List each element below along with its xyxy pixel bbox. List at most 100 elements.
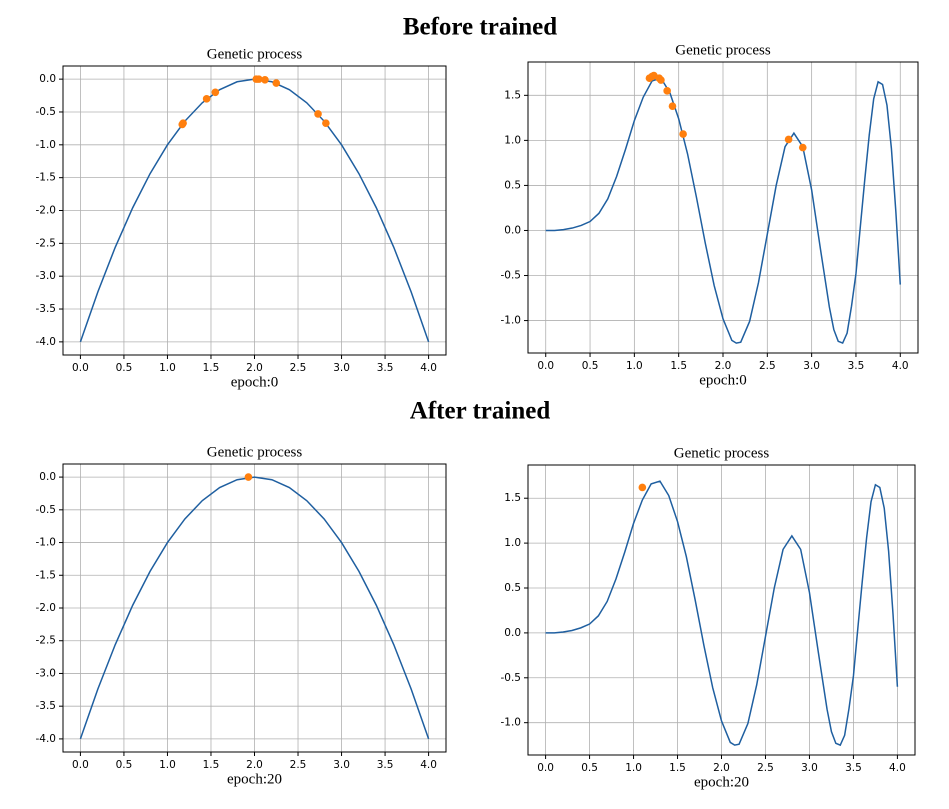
section-heading: After trained	[410, 398, 551, 425]
y-tick-label: -4.0	[36, 733, 57, 745]
y-tick-label: -1.0	[501, 315, 522, 327]
x-tick-label: 3.0	[333, 759, 350, 771]
x-tick-label: 2.5	[759, 360, 776, 372]
point	[255, 75, 263, 83]
x-tick-label: 4.0	[889, 762, 906, 774]
x-tick-label: 0.5	[582, 360, 599, 372]
x-tick-label: 4.0	[420, 759, 437, 771]
y-tick-label: -2.0	[36, 602, 57, 614]
x-tick-label: 3.5	[377, 759, 394, 771]
x-tick-label: 3.5	[377, 362, 394, 374]
x-tick-label: 2.0	[246, 362, 263, 374]
curve	[545, 480, 899, 747]
x-tick-label: 1.0	[159, 759, 176, 771]
y-tick-label: 0.0	[39, 471, 56, 483]
x-tick-label: 2.5	[290, 362, 307, 374]
y-tick-label: -2.0	[36, 205, 57, 217]
x-tick-label: 2.0	[715, 360, 732, 372]
y-tick-label: 1.0	[504, 537, 521, 549]
y-tick-label: -3.0	[36, 270, 57, 282]
x-tick-label: 1.5	[669, 762, 686, 774]
x-tick-label: 3.5	[848, 360, 865, 372]
axes-frame	[62, 463, 447, 753]
point	[314, 110, 322, 118]
x-tick-label: 3.0	[803, 360, 820, 372]
x-tick-label: 1.5	[203, 362, 220, 374]
x-tick-label: 3.0	[333, 362, 350, 374]
point	[663, 87, 671, 95]
y-tick-label: -0.5	[501, 672, 522, 684]
y-tick-label: -1.0	[36, 537, 57, 549]
y-tick-label: -1.0	[501, 717, 522, 729]
chart-title: Genetic process	[674, 445, 770, 461]
axes-frame	[527, 61, 919, 354]
point	[202, 95, 211, 103]
x-tick-label: 0.5	[116, 759, 133, 771]
y-tick-label: 0.5	[504, 179, 521, 191]
point	[784, 135, 793, 144]
x-tick-label: 0.5	[116, 362, 133, 374]
y-tick-label: -3.0	[36, 667, 57, 679]
point	[261, 75, 269, 84]
y-tick-label: -2.5	[36, 237, 57, 249]
x-axis-label: epoch:0	[699, 372, 746, 388]
x-tick-label: 0.0	[537, 762, 554, 774]
x-tick-label: 0.5	[581, 762, 598, 774]
x-tick-label: 0.0	[72, 759, 89, 771]
y-tick-label: -1.5	[36, 172, 57, 184]
axes-frame	[527, 464, 916, 756]
y-tick-label: 0.0	[39, 73, 56, 85]
y-tick-label: 0.5	[504, 582, 521, 594]
y-tick-label: 0.0	[504, 627, 521, 639]
x-tick-label: 3.0	[801, 762, 818, 774]
y-tick-label: 1.0	[504, 134, 521, 146]
x-tick-label: 1.0	[159, 362, 176, 374]
y-tick-label: -0.5	[36, 106, 57, 118]
x-tick-label: 1.5	[203, 759, 220, 771]
point	[244, 473, 253, 481]
x-axis-label: epoch:0	[231, 374, 278, 390]
point	[638, 483, 647, 492]
point	[657, 76, 665, 84]
x-axis-label: epoch:20	[227, 771, 282, 787]
y-tick-label: -1.5	[36, 569, 57, 581]
curve	[79, 476, 430, 740]
x-tick-label: 2.5	[757, 762, 774, 774]
x-tick-label: 1.0	[626, 360, 643, 372]
x-tick-label: 2.5	[290, 759, 307, 771]
y-tick-label: -4.0	[36, 336, 57, 348]
x-tick-label: 3.5	[845, 762, 862, 774]
point	[668, 102, 677, 110]
x-tick-label: 0.0	[537, 360, 554, 372]
y-tick-label: -0.5	[501, 270, 522, 282]
x-tick-label: 2.0	[713, 762, 730, 774]
point	[272, 79, 281, 87]
x-axis-label: epoch:20	[694, 774, 749, 790]
y-tick-label: -3.5	[36, 303, 57, 315]
x-tick-label: 4.0	[420, 362, 437, 374]
point	[679, 130, 687, 138]
y-tick-label: 1.5	[504, 89, 521, 101]
section-heading: Before trained	[403, 14, 557, 41]
y-tick-label: 1.5	[504, 492, 521, 504]
y-tick-label: 0.0	[504, 224, 521, 236]
point	[179, 119, 187, 127]
x-tick-label: 1.0	[625, 762, 642, 774]
x-tick-label: 0.0	[72, 362, 89, 374]
point	[322, 119, 330, 127]
point	[211, 88, 220, 97]
chart-title: Genetic process	[675, 42, 771, 58]
curve	[545, 77, 902, 345]
y-tick-label: -1.0	[36, 139, 57, 151]
x-tick-label: 2.0	[246, 759, 263, 771]
axes-frame	[62, 65, 447, 356]
y-tick-label: -2.5	[36, 635, 57, 647]
point	[798, 143, 807, 152]
chart-title: Genetic process	[207, 444, 303, 460]
x-tick-label: 1.5	[670, 360, 687, 372]
x-tick-label: 4.0	[892, 360, 909, 372]
chart-title: Genetic process	[207, 46, 303, 62]
y-tick-label: -0.5	[36, 504, 57, 516]
y-tick-label: -3.5	[36, 700, 57, 712]
